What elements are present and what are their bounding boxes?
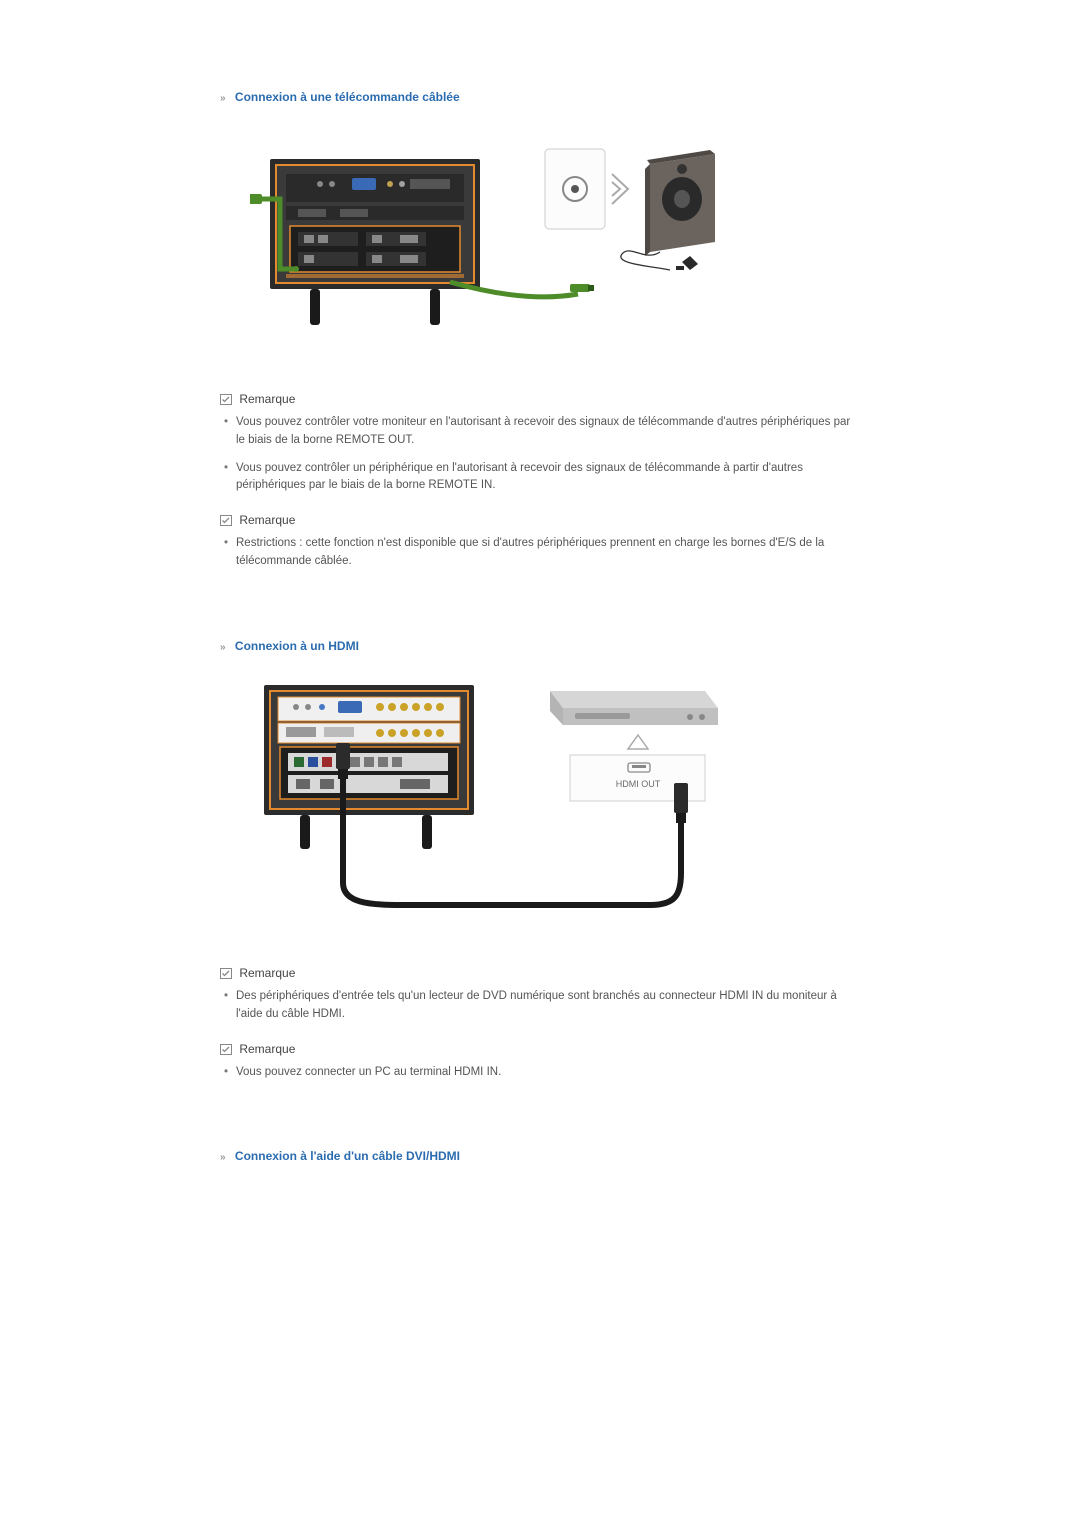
note-list: Des périphériques d'entrée tels qu'un le… <box>220 988 860 1024</box>
chevron-right-icon: » <box>220 93 226 104</box>
section-title-hdmi: » Connexion à un HDMI <box>220 639 860 653</box>
note-list: Vous pouvez connecter un PC au terminal … <box>220 1064 860 1082</box>
note-label-text: Remarque <box>239 513 295 527</box>
section-title-text: Connexion à un HDMI <box>235 639 359 653</box>
note-label-text: Remarque <box>239 392 295 406</box>
note-label: Remarque <box>220 392 860 406</box>
note-label-text: Remarque <box>239 966 295 980</box>
note-label: Remarque <box>220 966 860 980</box>
note-list: Vous pouvez contrôler votre moniteur en … <box>220 414 860 495</box>
note-item: Restrictions : cette fonction n'est disp… <box>220 535 860 571</box>
section-title-dvi-hdmi: » Connexion à l'aide d'un câble DVI/HDMI <box>220 1149 860 1163</box>
note-list: Restrictions : cette fonction n'est disp… <box>220 535 860 571</box>
diagram-remote <box>250 124 860 352</box>
note-label-text: Remarque <box>239 1042 295 1056</box>
document-page: » Connexion à une télécommande câblée <box>0 0 1080 1483</box>
note-item: Vous pouvez contrôler votre moniteur en … <box>220 414 860 450</box>
section-title-text: Connexion à une télécommande câblée <box>235 90 460 104</box>
section-title-text: Connexion à l'aide d'un câble DVI/HDMI <box>235 1149 460 1163</box>
chevron-right-icon: » <box>220 642 226 653</box>
chevron-right-icon: » <box>220 1152 226 1163</box>
note-label: Remarque <box>220 513 860 527</box>
hdmi-out-label: HDMI OUT <box>616 779 661 789</box>
note-label: Remarque <box>220 1042 860 1056</box>
note-item: Vous pouvez connecter un PC au terminal … <box>220 1064 860 1082</box>
section-title-remote: » Connexion à une télécommande câblée <box>220 90 860 104</box>
note-item: Vous pouvez contrôler un périphérique en… <box>220 460 860 496</box>
diagram-hdmi: HDMI OUT <box>250 673 860 926</box>
note-item: Des périphériques d'entrée tels qu'un le… <box>220 988 860 1024</box>
